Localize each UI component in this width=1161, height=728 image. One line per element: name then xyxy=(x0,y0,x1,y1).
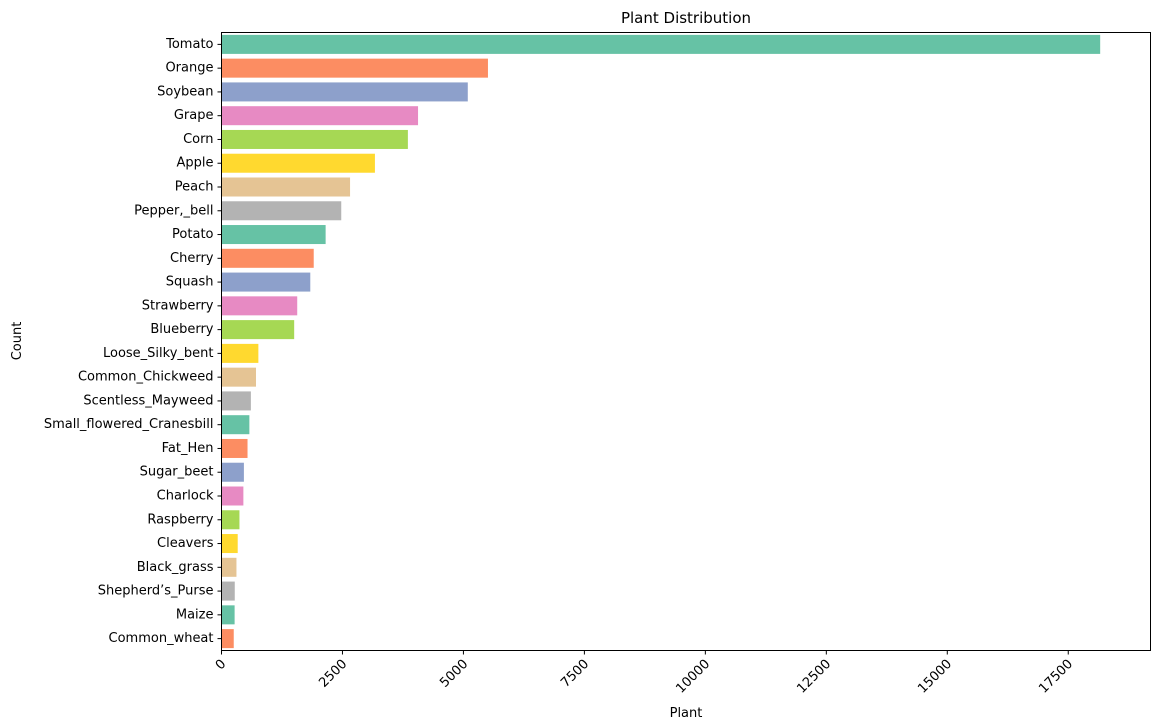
x-tick-label: 2500 xyxy=(316,657,350,691)
y-tick-label: Sugar_beet xyxy=(140,465,214,480)
y-tick-label: Black_grass xyxy=(137,560,214,575)
y-tick-label: Cleavers xyxy=(157,536,214,551)
y-tick-label: Soybean xyxy=(157,84,213,99)
y-tick-label: Maize xyxy=(176,607,214,622)
bar xyxy=(221,296,298,316)
y-tick-label: Raspberry xyxy=(147,512,213,527)
y-tick-label: Corn xyxy=(183,132,213,147)
x-tick-label: 7500 xyxy=(558,657,592,691)
bar xyxy=(221,106,419,126)
y-tick-label: Common_wheat xyxy=(109,631,214,646)
y-tick-label: Shepherd’s_Purse xyxy=(98,584,214,599)
y-tick-label: Apple xyxy=(176,156,213,171)
bar xyxy=(221,129,408,149)
y-axis-ticks: Tomato Orange Soybean Grape Corn Apple Peach Pe… xyxy=(44,37,222,646)
y-tick-label: Peach xyxy=(175,180,214,195)
bar xyxy=(221,557,237,577)
y-tick-label: Cherry xyxy=(170,251,214,266)
y-tick-label: Charlock xyxy=(157,489,214,504)
bars-group xyxy=(221,34,1101,649)
bar xyxy=(221,629,234,649)
bar xyxy=(221,486,244,506)
y-tick-label: Grape xyxy=(174,108,214,123)
x-axis-ticks: 0 2500 5000 7500 10000 12500 15000 17500 xyxy=(213,650,1076,697)
x-tick-label: 15000 xyxy=(915,657,955,697)
bar xyxy=(221,415,250,435)
bar xyxy=(221,153,375,173)
chart-title: Plant Distribution xyxy=(621,9,751,27)
bar xyxy=(221,534,238,554)
x-tick-label: 12500 xyxy=(794,657,834,697)
bar xyxy=(221,581,235,601)
y-tick-label: Squash xyxy=(166,275,214,290)
y-tick-label: Potato xyxy=(172,227,213,242)
y-tick-label: Small_flowered_Cranesbill xyxy=(44,417,214,432)
x-tick-label: 17500 xyxy=(1036,657,1076,697)
y-tick-label: Loose_Silky_bent xyxy=(103,346,214,361)
bar xyxy=(221,391,251,411)
y-tick-label: Orange xyxy=(165,61,213,76)
x-tick-label: 0 xyxy=(213,657,229,673)
x-tick-label: 5000 xyxy=(437,657,471,691)
bar xyxy=(221,367,256,387)
bar xyxy=(221,225,326,245)
y-tick-label: Strawberry xyxy=(142,298,214,313)
bar xyxy=(221,605,235,625)
y-tick-label: Common_Chickweed xyxy=(78,370,214,385)
bar xyxy=(221,201,342,221)
bar xyxy=(221,343,259,363)
bar xyxy=(221,34,1101,54)
bar xyxy=(221,462,244,482)
y-tick-label: Scentless_Mayweed xyxy=(83,393,213,408)
x-tick-label: 10000 xyxy=(673,657,713,697)
bar xyxy=(221,248,314,268)
y-tick-label: Blueberry xyxy=(150,322,213,337)
bar xyxy=(221,272,311,292)
bar xyxy=(221,438,248,458)
y-axis-label: Count xyxy=(10,322,25,361)
y-tick-label: Fat_Hen xyxy=(162,441,214,456)
bar xyxy=(221,58,488,78)
bar xyxy=(221,510,240,530)
plot-frame xyxy=(221,32,1151,651)
x-axis-label: Plant xyxy=(670,706,703,721)
y-tick-label: Pepper,_bell xyxy=(134,203,213,218)
bar xyxy=(221,82,468,102)
bar xyxy=(221,177,351,197)
y-tick-label: Tomato xyxy=(165,37,213,52)
bar xyxy=(221,320,295,340)
